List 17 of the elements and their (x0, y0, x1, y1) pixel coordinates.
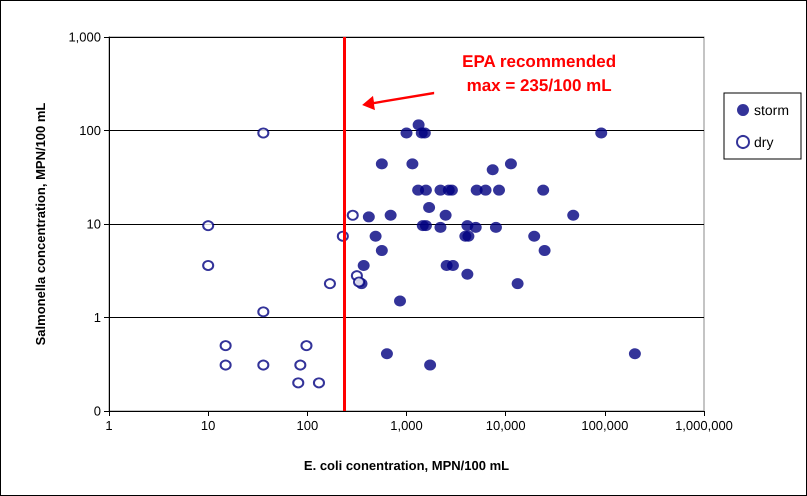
y-axis-title: Salmonella concentration, MPN/100 mL (33, 102, 48, 346)
y-tick-label: 100 (79, 123, 101, 138)
x-tick-label: 1,000,000 (675, 418, 733, 433)
y-tick-label: 1 (94, 310, 101, 325)
x-tick-label: 100,000 (581, 418, 628, 433)
x-tick-label: 100 (296, 418, 318, 433)
ref-line-label: EPA recommended max = 235/100 mL (462, 52, 616, 95)
x-tick-label: 1 (105, 418, 113, 433)
x-tick-label: 10,000 (486, 418, 526, 433)
x-tick-label: 1,000 (390, 418, 423, 433)
y-tick-label: 0 (94, 404, 101, 418)
x-tick-label: 10 (200, 418, 216, 433)
legend-label: dry (754, 134, 774, 150)
x-axis-title: E. coli conentration, MPN/100 mL (304, 458, 510, 473)
legend-label: storm (754, 102, 789, 118)
y-tick-label: 10 (86, 216, 101, 232)
y-tick-label: 1,000 (68, 30, 101, 44)
